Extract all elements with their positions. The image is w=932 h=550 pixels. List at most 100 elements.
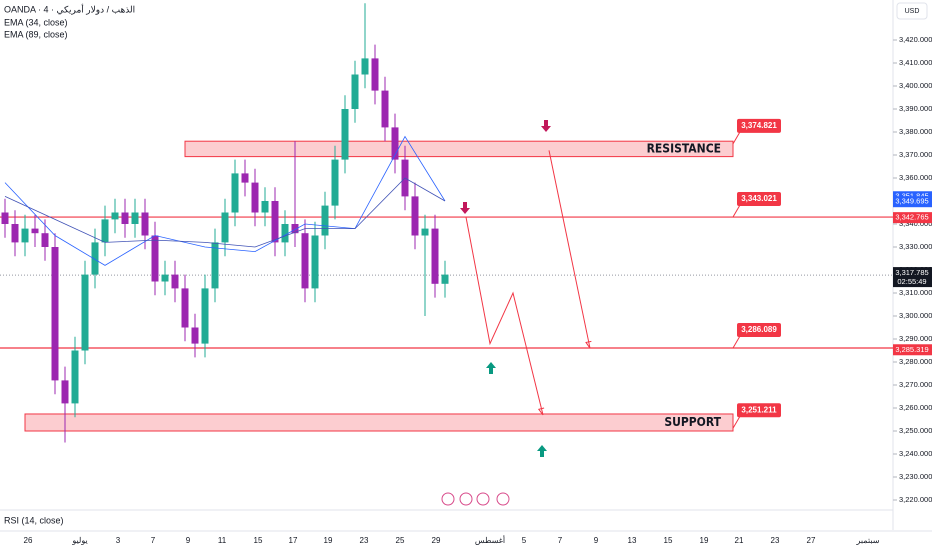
axis-badge-label: 3,342.765 [895, 213, 928, 222]
candle-body [351, 74, 359, 109]
candle-body [181, 288, 189, 328]
y-tick-label: 3,280.000 [899, 357, 932, 366]
projection-path [465, 217, 544, 416]
up-arrow [537, 445, 547, 457]
candle-body [31, 228, 39, 234]
price-callout [737, 118, 781, 133]
candle-body [141, 212, 149, 236]
zone-label: SUPPORT [664, 415, 721, 429]
x-tick-label: 15 [664, 536, 673, 545]
x-tick-label: 25 [396, 536, 405, 545]
x-tick-label: 13 [628, 536, 637, 545]
candle-body [61, 380, 69, 404]
candle-body [231, 173, 239, 213]
currency-button[interactable] [896, 2, 928, 20]
candle-body [291, 224, 299, 234]
price-callout-label: 3,286.089 [741, 325, 777, 334]
candle-body [311, 235, 319, 289]
candle-body [121, 212, 129, 224]
x-tick-label: 19 [324, 536, 333, 545]
y-tick-label: 3,420.000 [899, 35, 932, 44]
candle-body [431, 228, 439, 284]
x-tick-label: 26 [24, 536, 33, 545]
candle-body [201, 288, 209, 344]
countdown-label: 02:55:49 [897, 277, 926, 286]
x-tick-label: سبتمبر [856, 536, 880, 545]
zone-box [24, 413, 734, 432]
candle-body [271, 201, 279, 243]
candle-body [131, 212, 139, 224]
price-callout-label: 3,343.021 [741, 194, 777, 203]
y-tick-label: 3,300.000 [899, 311, 932, 320]
candle-body [211, 242, 219, 289]
pane-label: RSI (14, close) [4, 515, 64, 525]
event-icon [476, 492, 490, 506]
candle-body [301, 233, 309, 289]
price-callout [737, 403, 781, 418]
y-tick-label: 3,380.000 [899, 127, 932, 136]
y-tick-label: 3,400.000 [899, 81, 932, 90]
price-callout-label: 3,374.821 [741, 121, 777, 130]
x-tick-label: 27 [807, 536, 816, 545]
candle-body [441, 274, 449, 284]
x-tick-label: 9 [594, 536, 599, 545]
event-icon [459, 492, 473, 506]
candle-body [391, 127, 399, 160]
candle-body [381, 90, 389, 128]
x-tick-label: يوليو [71, 536, 87, 545]
candle-body [71, 350, 79, 404]
last-price-badge [893, 267, 932, 288]
callout-line [732, 415, 741, 429]
candle-body [11, 224, 19, 243]
y-tick-label: 3,330.000 [899, 242, 932, 251]
candle-body [81, 274, 89, 351]
candle-body [111, 212, 119, 220]
candle-body [321, 205, 329, 236]
candle-body [361, 58, 369, 75]
price-callout-label: 3,251.211 [741, 405, 777, 414]
x-tick-label: 7 [151, 536, 156, 545]
y-tick-label: 3,310.000 [899, 288, 932, 297]
y-tick-label: 3,370.000 [899, 150, 932, 159]
ema-line [4, 177, 446, 248]
projection-path [548, 150, 591, 349]
arrow-head [585, 340, 592, 349]
x-tick-label: 23 [771, 536, 780, 545]
axis-badge-label: 3,285.319 [895, 345, 928, 354]
x-tick-label: 5 [522, 536, 527, 545]
candle-body [261, 201, 269, 213]
zone-box [184, 140, 734, 158]
price-callout [737, 192, 781, 207]
y-tick-label: 3,220.000 [899, 495, 932, 504]
y-tick-label: 3,340.000 [899, 219, 932, 228]
currency-label[interactable]: USD [905, 8, 920, 15]
candle-body [41, 233, 49, 247]
x-tick-label: 29 [432, 536, 441, 545]
candle-body [281, 224, 289, 243]
y-tick-label: 3,240.000 [899, 449, 932, 458]
axis-badge [893, 196, 932, 208]
candle-body [191, 327, 199, 344]
x-tick-label: أغسطس [475, 534, 505, 545]
candle-body [171, 274, 179, 289]
x-tick-label: 9 [186, 536, 191, 545]
axis-badge [893, 212, 932, 224]
up-arrow [486, 362, 496, 374]
x-tick-label: 21 [735, 536, 744, 545]
candle-body [421, 228, 429, 236]
candle-body [101, 219, 109, 243]
x-tick-label: 3 [116, 536, 121, 545]
y-tick-label: 3,230.000 [899, 472, 932, 481]
candle-body [221, 212, 229, 243]
chart-title: OANDA · الذهب / دولار أمريكي · 4 [4, 2, 135, 15]
plot-layer: 3,220.000 3,230.000 3,240.000 3,250.000 3,26… [0, 3, 932, 545]
candle-body [151, 235, 159, 282]
candle-body [51, 247, 59, 381]
candle-body [161, 274, 169, 282]
down-arrow [541, 120, 551, 132]
indicator-label: EMA (34, close) [4, 17, 68, 27]
candle-body [411, 196, 419, 236]
callout-line [732, 204, 741, 218]
